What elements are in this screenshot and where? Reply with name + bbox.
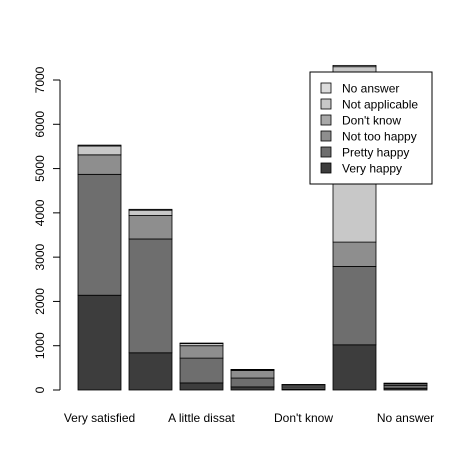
bar-segment-pretty-happy-3 [230, 377, 275, 388]
y-tick-label: 5000 [33, 155, 47, 182]
bar-segment-not-too-happy-5 [332, 241, 377, 267]
legend-swatch [320, 162, 332, 174]
x-tick-label: Very satisfied [64, 411, 135, 425]
bar-segment-very-happy-0 [77, 294, 122, 391]
y-tick-label: 1000 [33, 332, 47, 359]
legend-label: Not too happy [342, 130, 417, 144]
bar-segment-no-answer-1 [128, 208, 173, 211]
legend-swatch [320, 98, 332, 110]
y-tick-label: 4000 [33, 199, 47, 226]
bar-segment-very-happy-2 [179, 382, 224, 391]
x-tick-label: A little dissat [168, 411, 235, 425]
legend-label: Pretty happy [342, 146, 409, 160]
legend-swatch [320, 146, 332, 158]
bar-segment-very-happy-5 [332, 344, 377, 391]
legend-swatch [320, 114, 332, 126]
y-tick-label: 6000 [33, 111, 47, 138]
bar-segment-not-too-happy-2 [179, 345, 224, 359]
bar-segment-no-answer-5 [332, 64, 377, 68]
y-tick-label: 7000 [33, 66, 47, 93]
bar-segment-not-applicable-0 [77, 145, 122, 156]
bar-segment-pretty-happy-2 [179, 357, 224, 384]
bar-segment-pretty-happy-5 [332, 266, 377, 346]
bar-segment-no-answer-6 [383, 382, 428, 385]
bar-segment-very-happy-3 [230, 386, 275, 391]
legend-label: No answer [342, 82, 399, 96]
bar-segment-not-too-happy-3 [230, 370, 275, 379]
x-tick-label: Don't know [274, 411, 333, 425]
bar-segment-very-happy-1 [128, 352, 173, 391]
bar-segment-no-answer-2 [179, 342, 224, 344]
bar-segment-not-too-happy-1 [128, 215, 173, 240]
bar-segment-no-answer-4 [281, 384, 326, 386]
legend-swatch [320, 130, 332, 142]
legend-label: Not applicable [342, 98, 418, 112]
bar-segment-no-answer-3 [230, 369, 275, 371]
x-axis-labels: Very satisfied A little dissat Don't know N… [64, 411, 434, 425]
bar-segment-not-too-happy-0 [77, 154, 122, 175]
y-tick-label: 3000 [33, 243, 47, 270]
bar-segment-no-answer-0 [77, 144, 122, 147]
bar-segment-pretty-happy-1 [128, 238, 173, 354]
x-tick-label: No answer [377, 411, 434, 425]
bar-segment-not-applicable-1 [128, 209, 173, 216]
y-tick-label: 2000 [33, 288, 47, 315]
legend-label: Don't know [342, 114, 401, 128]
bar-segment-pretty-happy-0 [77, 173, 122, 296]
y-axis: 0 1000 2000 3000 4000 5000 6000 7000 [33, 66, 61, 393]
legend-swatch [320, 82, 332, 94]
legend-label: Very happy [342, 162, 402, 176]
legend: No answer Not applicable Don't know Not too… [309, 71, 433, 185]
y-tick-label: 0 [33, 386, 47, 393]
